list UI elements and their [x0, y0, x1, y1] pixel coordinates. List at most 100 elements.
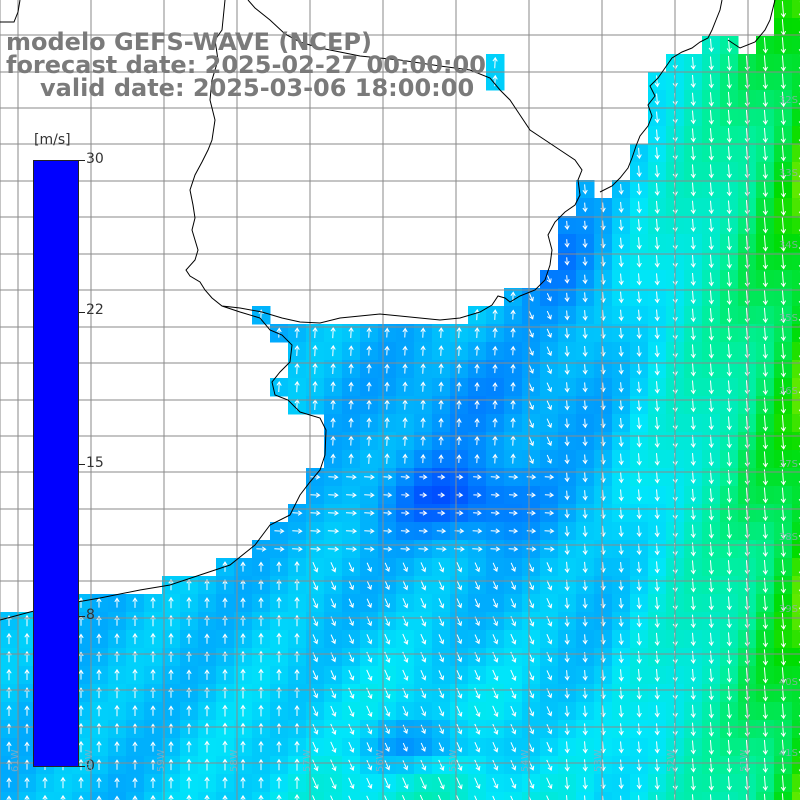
- wind-arrow: [636, 273, 642, 286]
- wind-arrow: [222, 597, 228, 608]
- wind-arrow: [564, 310, 570, 321]
- wind-arrow: [204, 758, 210, 771]
- wind-arrow: [618, 562, 624, 573]
- colorbar-tick-8: 8: [86, 607, 95, 623]
- wind-arrow: [204, 579, 210, 591]
- wind-speed-cell: [792, 504, 800, 523]
- wind-arrow: [204, 776, 210, 789]
- wind-arrow: [564, 454, 570, 465]
- wind-arrow: [474, 562, 481, 573]
- wind-arrow: [366, 687, 373, 700]
- wind-arrow: [330, 705, 337, 717]
- wind-arrow: [456, 381, 462, 392]
- wind-arrow: [618, 219, 624, 232]
- wind-arrow: [726, 758, 732, 773]
- wind-arrow: [366, 417, 372, 428]
- wind-arrow: [708, 362, 714, 377]
- wind-arrow: [348, 634, 355, 645]
- wind-arrow: [546, 400, 553, 411]
- wind-arrow: [456, 705, 463, 717]
- wind-arrow: [222, 740, 228, 753]
- wind-arrow: [384, 580, 390, 591]
- wind-arrow: [636, 363, 642, 376]
- wind-arrow: [528, 706, 535, 717]
- wind-arrow: [510, 381, 516, 392]
- wind-arrow: [420, 759, 427, 771]
- wind-speed-cell: [792, 468, 800, 487]
- wind-arrow: [762, 379, 768, 396]
- wind-arrow: [382, 528, 393, 534]
- wind-arrow: [258, 776, 264, 789]
- wind-arrow: [312, 380, 318, 393]
- wind-speed-cell: [792, 198, 800, 217]
- wind-arrow: [528, 292, 534, 302]
- wind-arrow: [400, 528, 410, 534]
- wind-arrow: [618, 417, 624, 429]
- wind-arrow: [726, 254, 732, 269]
- colorbar-tickmark: [79, 766, 85, 767]
- wind-arrow: [636, 723, 642, 736]
- wind-arrow: [618, 346, 624, 357]
- wind-arrow: [492, 382, 498, 391]
- wind-arrow: [474, 435, 480, 446]
- wind-arrow: [780, 613, 786, 630]
- wind-arrow: [509, 510, 518, 516]
- wind-arrow: [364, 510, 375, 516]
- wind-arrow: [114, 668, 120, 681]
- wind-arrow: [186, 596, 192, 609]
- wind-arrow: [96, 669, 102, 680]
- wind-arrow: [312, 580, 319, 591]
- wind-arrow: [636, 309, 642, 322]
- wind-speed-cell: [702, 792, 721, 800]
- wind-arrow: [582, 345, 588, 357]
- wind-arrow: [564, 472, 570, 483]
- wind-arrow: [437, 474, 446, 480]
- wind-arrow: [492, 309, 498, 320]
- wind-arrow: [762, 505, 768, 522]
- wind-arrow: [384, 363, 390, 374]
- wind-arrow: [564, 490, 570, 501]
- wind-arrow: [474, 598, 480, 609]
- wind-arrow: [473, 510, 482, 516]
- wind-arrow: [564, 741, 570, 754]
- wind-arrow: [6, 705, 12, 716]
- wind-arrow: [345, 546, 357, 552]
- wind-arrow: [186, 776, 192, 789]
- wind-speed-cell: [630, 792, 649, 800]
- wind-arrow: [636, 201, 642, 214]
- wind-arrow: [546, 724, 553, 735]
- wind-arrow: [546, 364, 553, 375]
- wind-arrow: [708, 650, 714, 665]
- wind-arrow: [150, 794, 156, 800]
- wind-arrow: [401, 492, 410, 498]
- wind-arrow: [510, 399, 516, 410]
- wind-arrow: [726, 739, 732, 755]
- wind-arrow: [240, 722, 246, 735]
- wind-arrow: [366, 634, 373, 645]
- wind-speed-cell: [792, 414, 800, 433]
- wind-arrow: [222, 794, 228, 800]
- wind-arrow: [348, 399, 354, 410]
- wind-arrow: [510, 759, 517, 771]
- wind-arrow: [546, 346, 552, 357]
- wind-arrow: [384, 327, 390, 338]
- colorbar-tickmark: [79, 312, 85, 313]
- wind-arrow: [474, 741, 481, 753]
- wind-arrow: [780, 145, 786, 162]
- lon-label: 57W: [302, 749, 313, 772]
- wind-arrow: [654, 93, 660, 106]
- wind-arrow: [402, 777, 409, 790]
- wind-arrow: [618, 184, 624, 195]
- wind-arrow: [636, 777, 642, 790]
- wind-arrow: [780, 505, 786, 522]
- wind-arrow: [186, 669, 192, 680]
- wind-arrow: [438, 345, 444, 356]
- wind-arrow: [564, 382, 570, 393]
- wind-arrow: [60, 794, 66, 800]
- wind-arrow: [726, 362, 732, 377]
- wind-arrow: [582, 256, 588, 267]
- wind-arrow: [310, 510, 321, 516]
- wind-arrow: [582, 202, 588, 213]
- wind-arrow: [492, 345, 498, 356]
- wind-arrow: [292, 546, 303, 552]
